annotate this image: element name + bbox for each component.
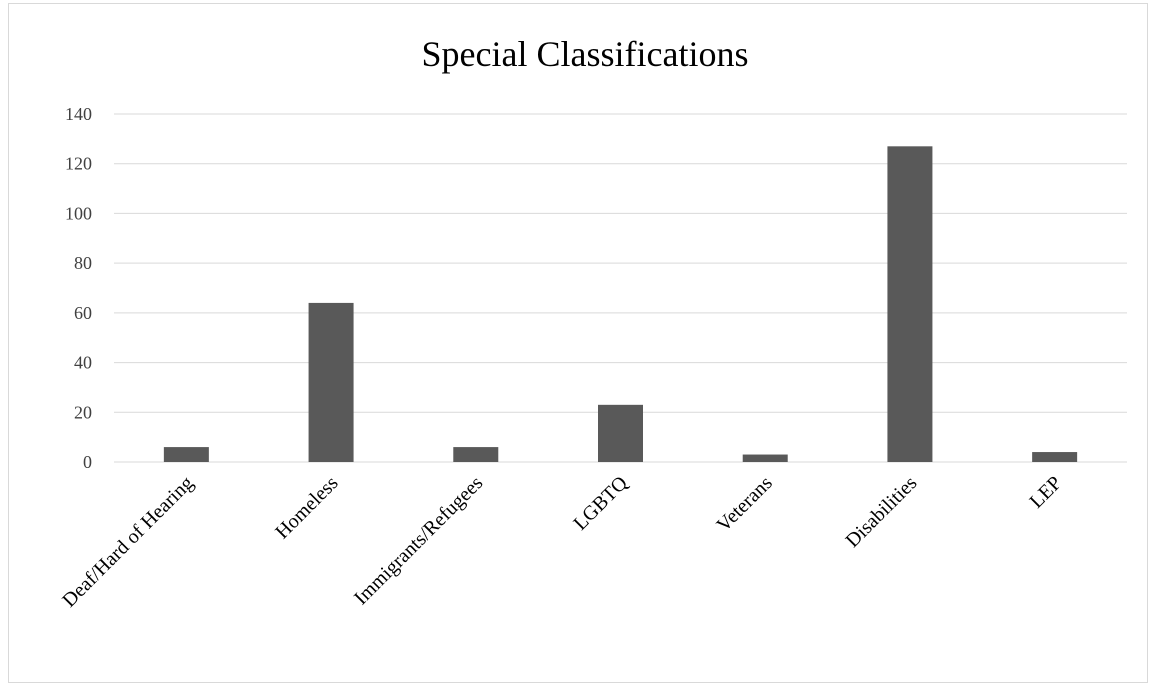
x-category-label: LGBTQ: [569, 472, 632, 535]
y-tick-label: 20: [74, 402, 92, 422]
y-tick-label: 60: [74, 303, 92, 323]
y-tick-label: 120: [65, 154, 92, 174]
bar: [453, 447, 499, 462]
chart-title: Special Classifications: [422, 34, 749, 74]
bar: [163, 447, 209, 462]
x-category-label: Disabilities: [841, 472, 921, 552]
bars: [163, 146, 1078, 463]
x-category-label: Deaf/Hard of Hearing: [58, 472, 198, 612]
y-axis-tick-labels: 0 20 40 60 80 100 120 140: [65, 104, 92, 472]
bar: [308, 302, 354, 462]
x-category-label: Immigrants/Refugees: [350, 472, 487, 609]
x-category-label: Veterans: [713, 472, 777, 536]
y-tick-label: 140: [65, 104, 92, 124]
y-tick-label: 100: [65, 203, 92, 223]
chart-frame: [8, 3, 1148, 683]
x-category-label: LEP: [1025, 472, 1066, 513]
y-tick-label: 80: [74, 253, 92, 273]
bar: [887, 146, 933, 463]
x-axis-category-labels: Deaf/Hard of Hearing Homeless Immigrants/R…: [58, 472, 1066, 612]
y-tick-label: 40: [74, 353, 92, 373]
y-tick-label: 0: [83, 452, 92, 472]
x-category-label: Homeless: [271, 472, 342, 543]
bar: [598, 404, 643, 462]
bar: [742, 454, 788, 462]
bar: [1032, 452, 1078, 462]
